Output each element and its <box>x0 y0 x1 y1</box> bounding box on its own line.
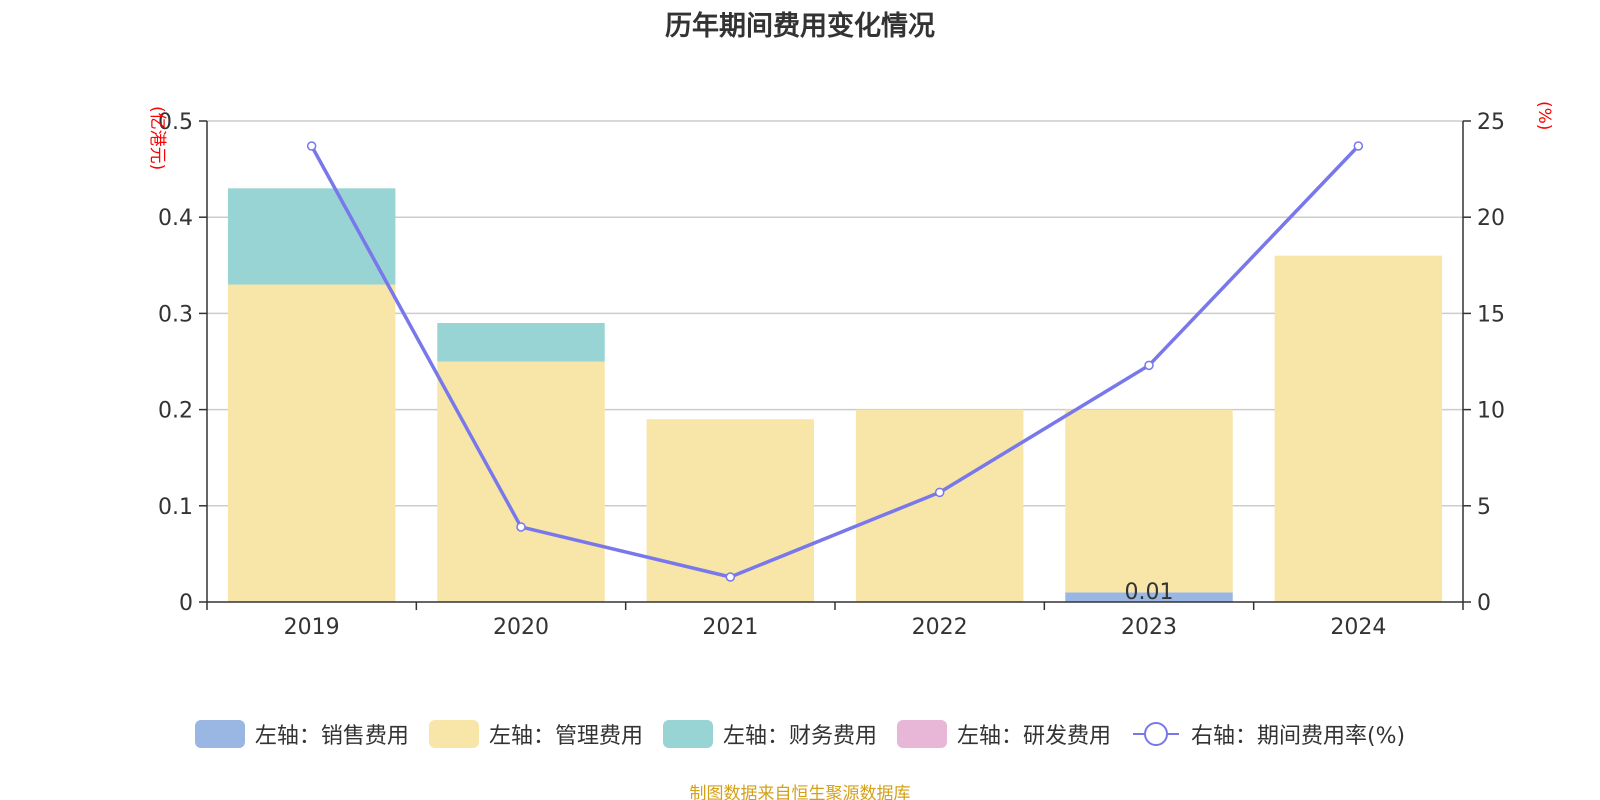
bar-admin-2019 <box>227 284 396 602</box>
x-axis-tick-label: 2023 <box>1121 615 1177 640</box>
rate-line-path <box>310 144 1360 579</box>
legend-item-finance[interactable]: 左轴：财务费用 <box>662 718 877 750</box>
legend-swatch <box>662 720 713 748</box>
right-axis-tick-label: 25 <box>1477 110 1505 135</box>
rate-point-2019 <box>306 141 317 151</box>
rate-point-2020 <box>516 522 526 532</box>
bar-sales-2023 <box>1065 592 1233 602</box>
right-axis-tick-label: 0 <box>1477 591 1491 616</box>
right-axis-tick-label: 15 <box>1477 302 1505 327</box>
left-axis-tick-label: 0.5 <box>158 110 193 135</box>
legend-item-rnd[interactable]: 左轴：研发费用 <box>896 718 1111 750</box>
axes: 0 0.1 0.2 0.3 0.4 0.5 0 5 10 15 20 25 2019 2020 2021 20… <box>147 101 1554 640</box>
rate-point-2024 <box>1353 141 1364 151</box>
chart-title: 历年期间费用变化情况 <box>665 11 935 42</box>
rate-point-2022 <box>934 487 945 498</box>
left-axis-tick-label: 0 <box>179 591 193 616</box>
legend-label: 左轴：研发费用 <box>956 724 1111 749</box>
bar-admin-2024 <box>1274 255 1443 602</box>
bar-finance-2019 <box>227 188 396 285</box>
chart-plot: 0 0.1 0.2 0.3 0.4 0.5 0 5 10 15 20 25 2019 2020 2021 20… <box>147 101 1554 640</box>
legend-label: 左轴：管理费用 <box>488 724 643 749</box>
rate-point-2023 <box>1144 360 1154 371</box>
left-axis-tick-label: 0.4 <box>158 206 193 231</box>
legend-swatch <box>896 720 947 748</box>
grid-lines <box>207 120 1463 507</box>
x-axis-tick-label: 2022 <box>912 615 968 640</box>
legend-label: 右轴：期间费用率(%) <box>1190 724 1406 749</box>
data-labels: 0.01 <box>1125 580 1174 605</box>
legend-item-admin[interactable]: 左轴：管理费用 <box>428 718 643 750</box>
right-axis-tick-label: 5 <box>1477 495 1491 520</box>
right-axis-tick-label: 10 <box>1477 399 1505 424</box>
right-axis-tick-label: 20 <box>1477 206 1505 231</box>
x-axis-tick-label: 2020 <box>493 615 549 640</box>
left-axis-tick-label: 0.2 <box>158 399 193 424</box>
x-axis-tick-label: 2019 <box>284 615 340 640</box>
legend-line-circle-icon <box>1132 722 1179 746</box>
legend-label: 左轴：财务费用 <box>722 724 877 749</box>
legend: 左轴：销售费用 左轴：管理费用 左轴：财务费用 左轴：研发费用 右轴：期间费用率(%) <box>0 718 1600 750</box>
legend-label: 左轴：销售费用 <box>254 724 409 749</box>
left-axis-unit-label: (亿港元) <box>147 106 167 170</box>
bar-series <box>227 188 1443 602</box>
source-note: 制图数据来自恒生聚源数据库 <box>689 784 911 800</box>
legend-swatch <box>428 720 479 748</box>
left-axis-tick-label: 0.3 <box>158 302 193 327</box>
left-axis-tick-label: 0.1 <box>158 495 193 520</box>
right-axis-unit-label: (%) <box>1534 101 1554 130</box>
bar-admin-2022 <box>855 409 1024 602</box>
rate-line-series <box>306 141 1364 582</box>
bar-admin-2023 <box>1065 409 1233 593</box>
bar-admin-2020 <box>437 361 605 602</box>
legend-item-sales[interactable]: 左轴：销售费用 <box>194 718 409 750</box>
x-axis-tick-label: 2021 <box>702 615 758 640</box>
bar-data-label: 0.01 <box>1125 580 1174 605</box>
bar-finance-2020 <box>437 323 605 362</box>
bar-admin-2021 <box>646 419 815 602</box>
legend-item-rate_line[interactable]: 右轴：期间费用率(%) <box>1131 718 1405 750</box>
x-axis-tick-label: 2024 <box>1330 615 1386 640</box>
rate-point-2021 <box>725 572 736 582</box>
legend-swatch <box>194 720 245 748</box>
